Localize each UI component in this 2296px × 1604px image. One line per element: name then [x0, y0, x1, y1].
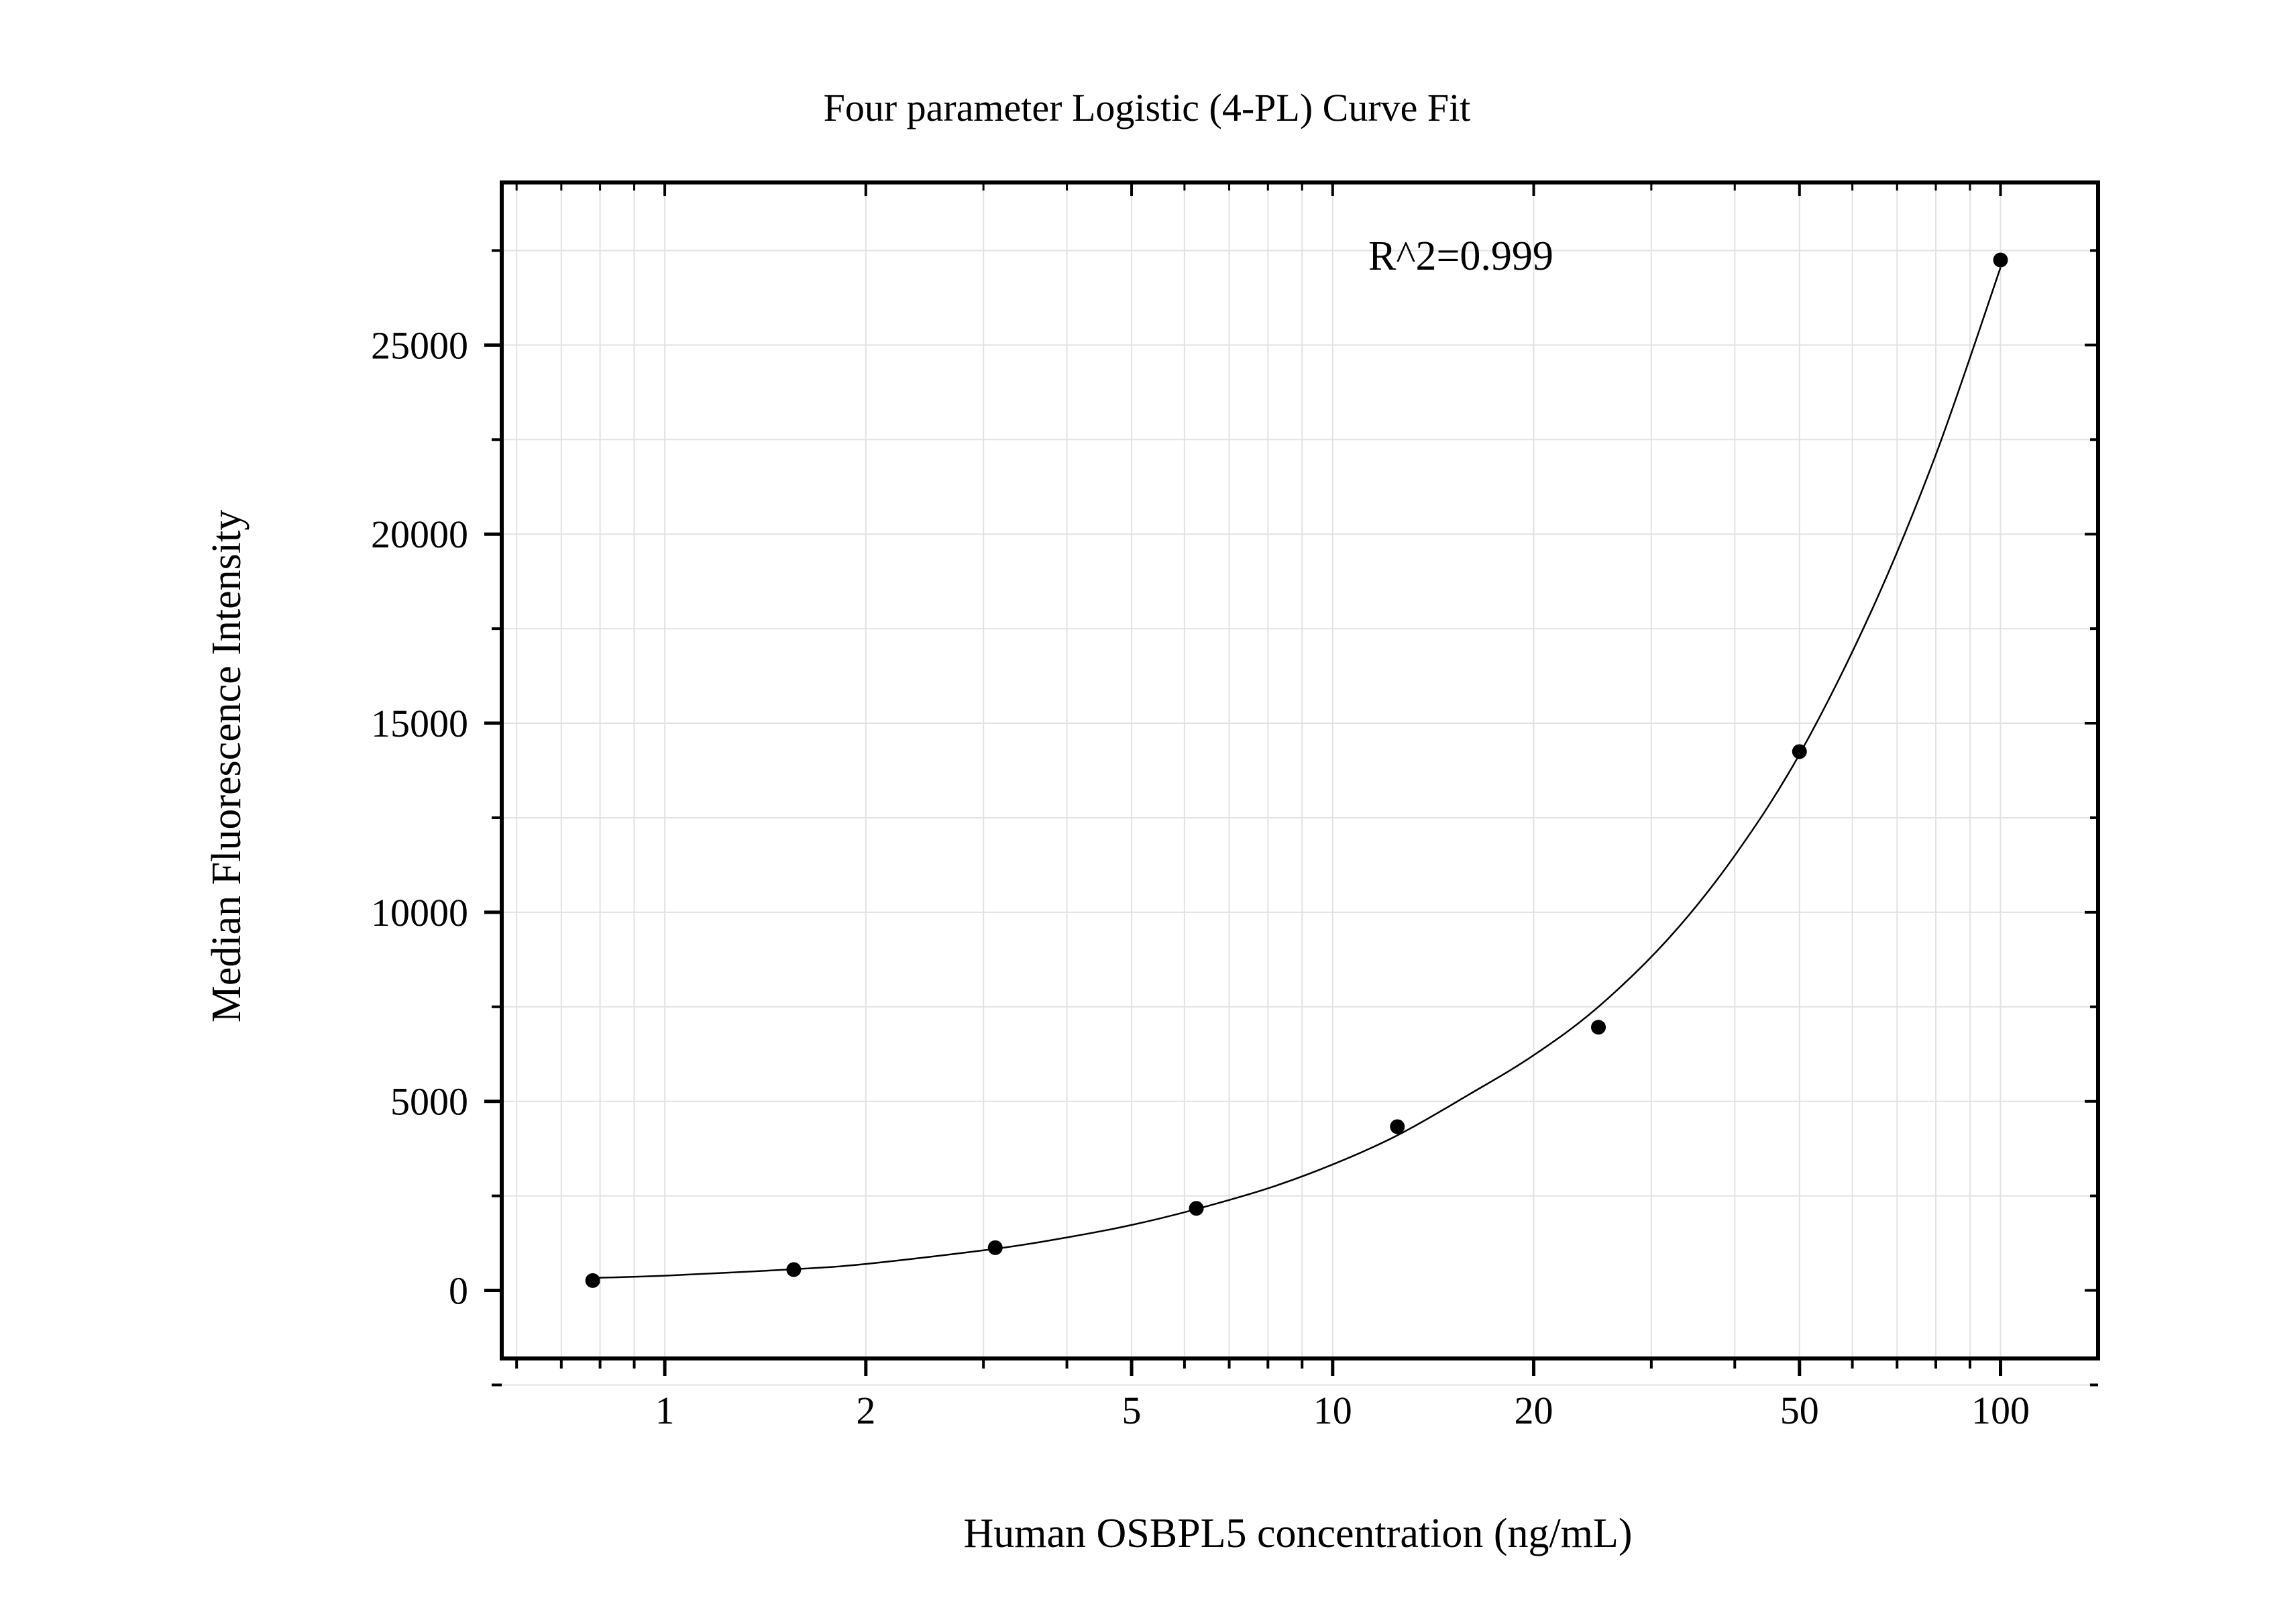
data-point — [1792, 744, 1807, 759]
data-points — [585, 252, 2008, 1288]
y-tick-label: 10000 — [371, 891, 468, 934]
fit-curve-layer — [592, 267, 2002, 1279]
tick-labels: 1 2 5 10 20 50 100 0 5000 10000 15000 20000 25000 — [371, 323, 2030, 1432]
data-point — [1390, 1119, 1405, 1134]
plot-border — [500, 180, 2100, 1360]
data-point — [786, 1262, 802, 1277]
chart-title: Four parameter Logistic (4-PL) Curve Fit — [824, 86, 1471, 129]
x-tick-label: 50 — [1780, 1389, 1819, 1432]
plot-frame — [500, 180, 2100, 1360]
y-tick-label: 5000 — [390, 1080, 468, 1124]
y-tick-label: 25000 — [371, 323, 468, 367]
x-tick-label: 10 — [1313, 1389, 1352, 1432]
data-point — [987, 1240, 1003, 1255]
grid — [502, 182, 2098, 1386]
data-point — [1993, 252, 2008, 268]
x-tick-label: 1 — [655, 1389, 675, 1432]
y-tick-label: 15000 — [371, 702, 468, 745]
x-axis-label: Human OSBPL5 concentration (ng/mL) — [964, 1511, 1633, 1556]
data-point — [1591, 1020, 1606, 1035]
x-tick-label: 2 — [856, 1389, 875, 1432]
y-tick-label: 20000 — [371, 513, 468, 556]
data-point — [1189, 1201, 1204, 1216]
data-point — [585, 1273, 600, 1288]
x-tick-label: 100 — [1971, 1389, 2030, 1432]
y-tick-label: 0 — [449, 1269, 468, 1313]
x-tick-label: 5 — [1122, 1389, 1142, 1432]
r-squared-annotation: R^2=0.999 — [1368, 233, 1553, 279]
y-axis-label: Median Fluorescence Intensity — [204, 510, 250, 1022]
x-tick-label: 20 — [1515, 1389, 1553, 1432]
axis-ticks — [484, 182, 2098, 1387]
fit-curve — [592, 267, 2002, 1279]
